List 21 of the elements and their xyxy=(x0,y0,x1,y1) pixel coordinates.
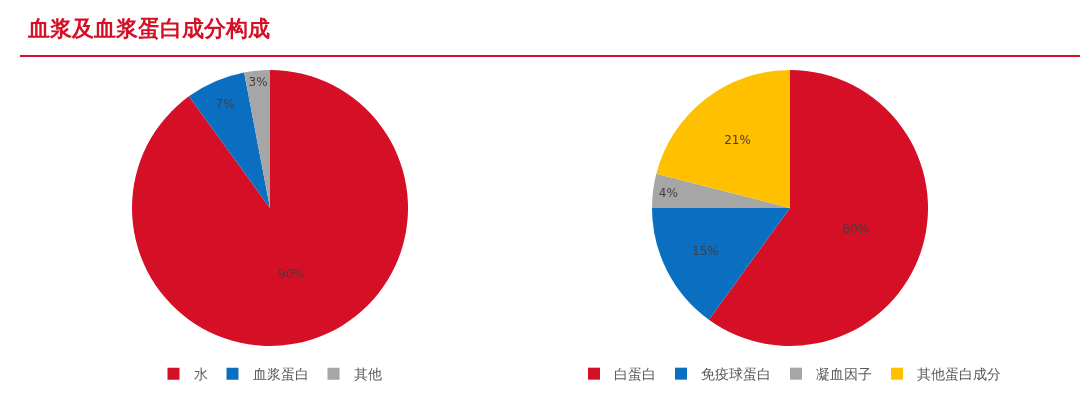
data-label: 90% xyxy=(277,266,305,281)
data-label: 3% xyxy=(248,75,268,90)
pie-slice xyxy=(132,70,408,346)
pie-slice xyxy=(188,72,270,208)
pie-slice xyxy=(656,70,790,208)
legend-label: 其他 xyxy=(353,366,382,383)
legend-label: 白蛋白 xyxy=(614,366,656,383)
legend-label: 凝血因子 xyxy=(816,366,872,383)
data-label: 60% xyxy=(842,222,869,237)
legend-label: 水 xyxy=(193,366,208,383)
data-label: 21% xyxy=(724,133,751,148)
legend-label: 免疫球蛋白 xyxy=(701,366,771,383)
data-label: 4% xyxy=(658,185,678,200)
chart-title: 血浆及血浆蛋白成分构成 xyxy=(28,15,270,43)
pie-slice xyxy=(652,173,790,208)
legend-label: 其他蛋白成分 xyxy=(917,366,1001,383)
pie-slice xyxy=(652,208,790,320)
pie-slice xyxy=(244,70,270,208)
data-label: 7% xyxy=(215,97,235,112)
data-label: 15% xyxy=(692,244,719,259)
legend-label: 血浆蛋白 xyxy=(252,366,309,383)
